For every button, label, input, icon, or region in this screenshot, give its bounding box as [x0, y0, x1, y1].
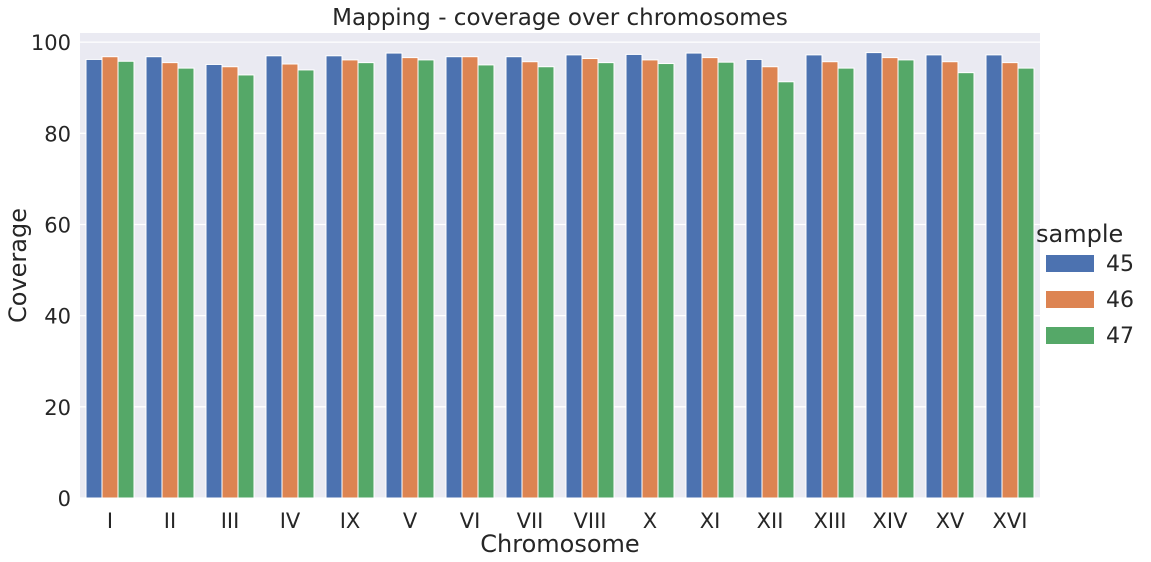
x-tick-label: X [643, 509, 657, 533]
bar-XIV-47 [897, 59, 915, 499]
legend-title: sample [1036, 220, 1123, 248]
x-tick-label: IV [280, 509, 301, 533]
bar-VIII-46 [581, 58, 599, 499]
legend-swatch [1046, 327, 1094, 344]
y-tick-label: 20 [44, 396, 71, 420]
bar-XII-46 [761, 66, 779, 499]
bar-IV-46 [281, 63, 299, 499]
bar-XI-47 [717, 61, 735, 499]
bar-X-45 [625, 53, 643, 499]
y-tick-label: 0 [58, 487, 71, 511]
bar-VII-45 [505, 56, 523, 499]
y-tick-label: 40 [44, 305, 71, 329]
x-tick-label: VIII [574, 509, 607, 533]
x-tick-label: XIII [814, 509, 847, 533]
bar-II-47 [177, 67, 195, 499]
legend-items: 45 46 47 [1046, 252, 1134, 349]
x-tick-label: XI [700, 509, 721, 533]
bar-V-47 [417, 59, 435, 499]
bar-II-45 [145, 56, 163, 499]
bar-IV-45 [265, 55, 283, 499]
bar-XVI-45 [985, 54, 1003, 499]
x-tick-label: VI [460, 509, 481, 533]
bar-XI-46 [701, 57, 719, 499]
bar-XV-45 [925, 54, 943, 499]
legend-label: 45 [1106, 252, 1134, 277]
bar-XVI-47 [1017, 67, 1035, 499]
bar-IV-47 [297, 69, 315, 499]
bar-III-45 [205, 63, 223, 499]
x-tick-label: V [403, 509, 418, 533]
x-tick-label: XII [757, 509, 784, 533]
bar-VIII-45 [565, 54, 583, 499]
x-tick-label: VII [517, 509, 544, 533]
bar-XIV-46 [881, 57, 899, 499]
bar-I-47 [117, 60, 135, 499]
bar-II-46 [161, 62, 179, 499]
legend-swatch [1046, 291, 1094, 308]
y-tick-label: 80 [44, 122, 71, 146]
y-tick-label: 60 [44, 213, 71, 237]
x-tick-label: XV [936, 509, 965, 533]
bar-VII-46 [521, 61, 539, 499]
bar-XVI-46 [1001, 62, 1019, 499]
legend-label: 46 [1106, 288, 1134, 313]
bar-I-46 [101, 56, 119, 499]
bar-VI-46 [461, 56, 479, 499]
bar-VII-47 [537, 66, 555, 499]
bar-VI-45 [445, 56, 463, 499]
bars [85, 52, 1035, 499]
bar-V-45 [385, 52, 403, 499]
bar-I-45 [85, 58, 103, 499]
bar-VI-47 [477, 64, 495, 499]
x-tick-label: I [107, 509, 113, 533]
bar-XIII-46 [821, 61, 839, 499]
bar-X-47 [657, 63, 675, 499]
y-axis-ticks: 0 20 40 60 80 100 [31, 31, 71, 511]
bar-III-46 [221, 66, 239, 499]
x-tick-label: III [221, 509, 240, 533]
chart-title: Mapping - coverage over chromosomes [332, 5, 788, 31]
bar-IX-45 [325, 55, 343, 499]
bar-IX-47 [357, 62, 375, 499]
legend-label: 47 [1106, 324, 1134, 349]
bar-III-47 [237, 74, 255, 499]
bar-XIV-45 [865, 52, 883, 499]
x-axis-title: Chromosome [480, 530, 639, 558]
bar-X-46 [641, 59, 659, 499]
bar-XV-47 [957, 72, 975, 499]
bar-XI-45 [685, 52, 703, 499]
x-tick-label: XIV [873, 509, 909, 533]
x-tick-label: XVI [993, 509, 1028, 533]
bar-XIII-45 [805, 54, 823, 499]
y-tick-label: 100 [31, 31, 71, 55]
x-tick-label: IX [340, 509, 361, 533]
bar-V-46 [401, 57, 419, 499]
y-axis-title: Coverage [4, 208, 32, 323]
bar-VIII-47 [597, 62, 615, 499]
bar-XIII-47 [837, 67, 855, 499]
legend-swatch [1046, 255, 1094, 272]
legend: sample 45 46 47 [1036, 220, 1134, 349]
x-tick-label: II [164, 509, 176, 533]
bar-XV-46 [941, 61, 959, 499]
bar-XII-45 [745, 58, 763, 499]
bar-XII-47 [777, 81, 795, 499]
bar-IX-46 [341, 59, 359, 499]
x-axis-ticks: I II III IV IX V VI VII VIII X XI XII XIII XIV XV XVI [107, 509, 1028, 533]
